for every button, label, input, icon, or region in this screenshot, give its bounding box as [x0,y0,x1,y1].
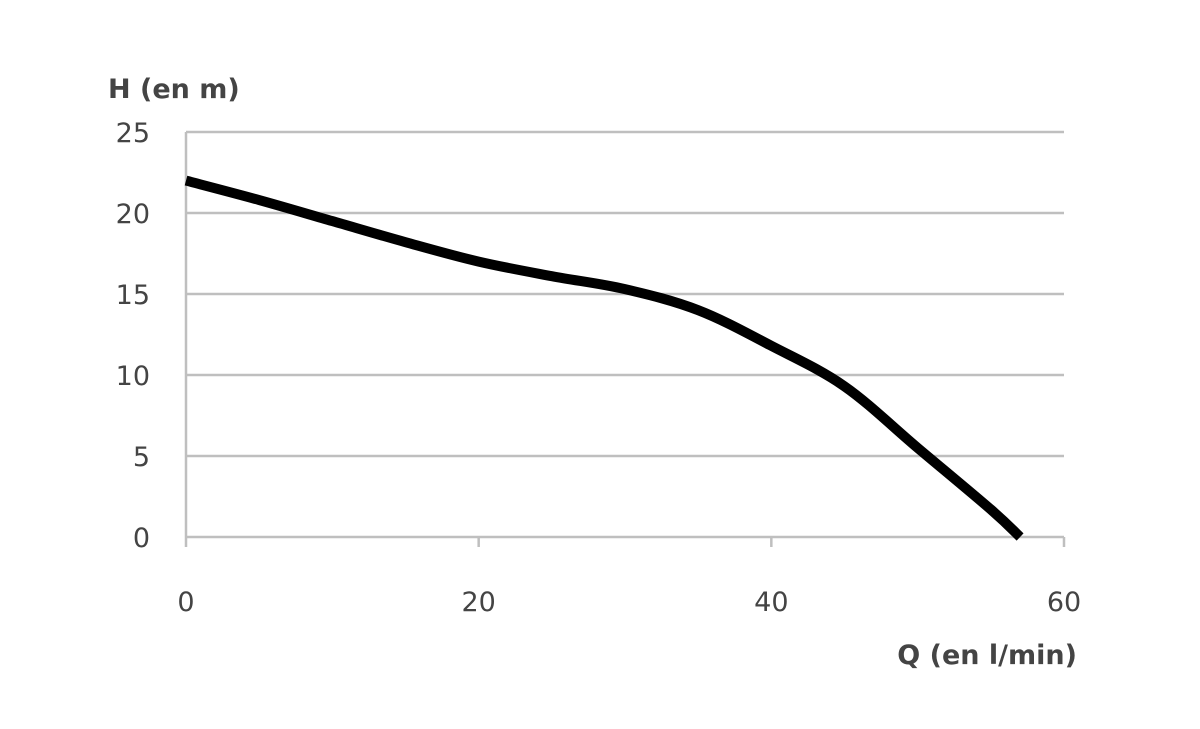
y-tick-label: 15 [116,280,150,311]
y-axis-label: H (en m) [108,74,240,105]
y-tick-label: 0 [133,523,150,554]
x-tick-label: 40 [754,587,788,618]
y-tick-label: 20 [116,199,150,230]
series-line [184,175,1024,541]
x-tick-label: 60 [1047,587,1081,618]
y-tick-label: 5 [133,442,150,473]
y-tick-label: 10 [116,361,150,392]
x-tick-label: 0 [177,587,194,618]
x-tick-label: 20 [461,587,495,618]
tick-labels: 0 5 10 15 20 25 0 20 40 60 [116,118,1082,618]
y-tick-label: 25 [116,118,150,149]
axes [184,132,1066,547]
x-axis-label: Q (en l/min) [897,640,1077,671]
